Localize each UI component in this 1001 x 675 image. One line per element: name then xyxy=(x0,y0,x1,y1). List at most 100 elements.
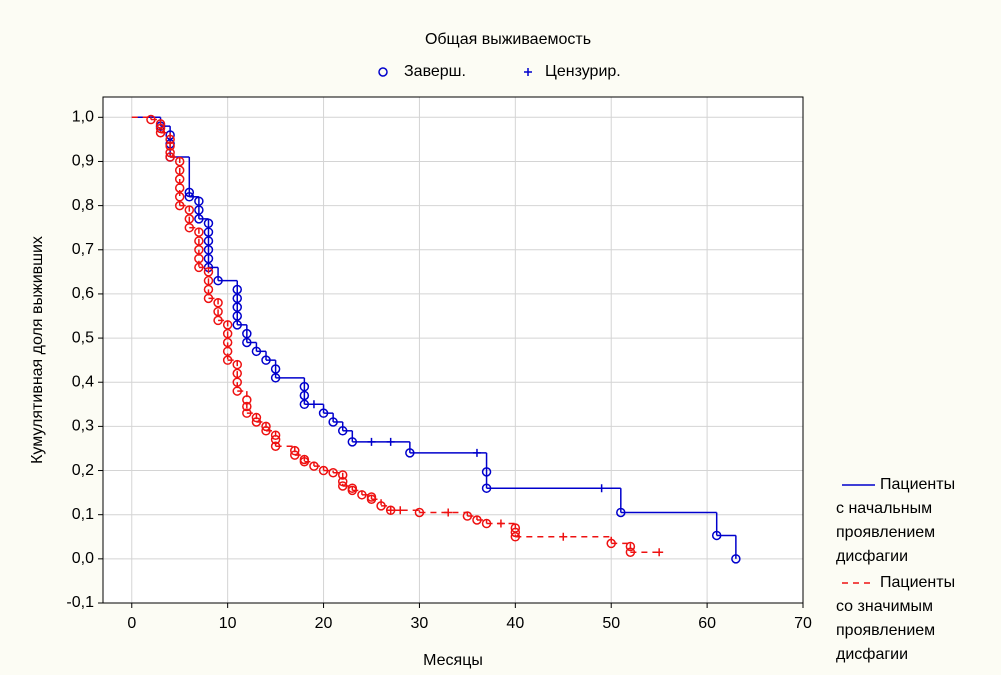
x-tick-label: 30 xyxy=(411,615,429,632)
completed-marker xyxy=(299,390,310,401)
completed-marker xyxy=(232,311,242,321)
completed-marker xyxy=(242,328,252,339)
y-tick-label: 0,2 xyxy=(72,462,94,479)
completed-marker xyxy=(174,192,185,202)
completed-marker xyxy=(194,227,204,237)
legend-label: Пациенты xyxy=(880,574,955,591)
plot-frame xyxy=(102,96,804,604)
completed-marker xyxy=(290,445,300,456)
completed-marker xyxy=(270,373,281,383)
y-tick-label: 0,5 xyxy=(72,329,94,346)
censored-marker xyxy=(386,437,395,446)
completed-marker xyxy=(194,214,204,224)
completed-marker xyxy=(203,236,214,246)
completed-marker xyxy=(270,441,281,452)
completed-marker xyxy=(318,465,329,476)
completed-marker xyxy=(184,192,195,202)
legend-label: с начальным xyxy=(836,500,932,517)
y-tick-label: 0,3 xyxy=(72,418,94,435)
completed-marker xyxy=(203,284,214,295)
completed-marker xyxy=(146,114,156,125)
completed-marker xyxy=(194,196,204,206)
completed-marker xyxy=(184,205,195,215)
completed-marker xyxy=(203,253,214,264)
completed-marker xyxy=(203,227,214,237)
x-tick-label: 0 xyxy=(127,615,136,632)
completed-marker xyxy=(213,298,223,308)
completed-marker xyxy=(347,485,358,496)
x-tick-label: 10 xyxy=(219,615,237,632)
completed-marker xyxy=(510,523,521,533)
completed-marker xyxy=(184,187,195,198)
completed-marker xyxy=(366,494,377,504)
completed-marker xyxy=(616,507,626,518)
censored-marker xyxy=(444,508,453,517)
completed-marker xyxy=(155,128,166,138)
y-tick-label: 0,7 xyxy=(72,241,94,258)
completed-marker xyxy=(357,490,367,500)
completed-marker xyxy=(222,337,233,348)
censored-marker xyxy=(597,484,606,493)
completed-marker xyxy=(213,306,223,317)
completed-marker xyxy=(261,426,271,436)
legend-completed-symbol xyxy=(378,67,388,77)
legend-label: со значимым xyxy=(836,598,933,615)
completed-marker xyxy=(481,483,492,493)
censored-marker xyxy=(309,400,318,409)
completed-marker xyxy=(711,530,722,541)
completed-marker xyxy=(318,408,329,418)
y-tick-label: 0,6 xyxy=(72,285,94,302)
completed-marker xyxy=(510,532,521,542)
completed-marker xyxy=(174,174,185,184)
censored-marker xyxy=(472,448,481,457)
completed-marker xyxy=(222,320,233,330)
completed-marker xyxy=(155,119,166,129)
censored-marker xyxy=(559,532,568,541)
completed-marker xyxy=(194,236,204,246)
completed-marker xyxy=(242,337,252,348)
legend-label: Пациенты xyxy=(880,476,955,493)
completed-marker xyxy=(337,476,348,487)
completed-marker xyxy=(251,417,262,427)
y-tick-label: 1,0 xyxy=(72,109,94,126)
completed-marker xyxy=(165,141,175,151)
x-axis-label: Месяцы xyxy=(423,652,483,669)
completed-marker xyxy=(270,434,281,445)
completed-marker xyxy=(165,152,175,162)
completed-marker xyxy=(251,412,262,423)
completed-marker xyxy=(347,437,358,447)
completed-marker xyxy=(232,386,242,396)
completed-marker xyxy=(242,408,252,418)
completed-marker xyxy=(232,377,242,387)
completed-marker xyxy=(472,515,482,525)
censored-marker xyxy=(655,548,664,557)
completed-marker xyxy=(184,222,195,233)
completed-marker xyxy=(232,293,242,304)
completed-marker xyxy=(251,346,262,357)
completed-marker xyxy=(299,381,310,392)
plot-area xyxy=(103,97,803,603)
censored-marker xyxy=(396,506,405,515)
y-tick-label: 0,0 xyxy=(72,550,94,567)
y-tick-label: 0,8 xyxy=(72,197,94,214)
completed-marker xyxy=(203,245,214,255)
censored-marker xyxy=(496,519,505,528)
legend-label: дисфагии xyxy=(836,548,908,565)
completed-marker xyxy=(222,328,233,339)
completed-marker xyxy=(203,275,214,286)
completed-marker xyxy=(242,401,252,412)
completed-marker xyxy=(222,346,233,357)
completed-marker xyxy=(165,147,175,158)
completed-marker xyxy=(174,156,185,167)
legend-completed: Заверш. xyxy=(404,63,466,80)
completed-marker xyxy=(155,123,166,134)
legend-censored: Цензурир. xyxy=(545,63,621,80)
completed-marker xyxy=(731,554,741,564)
legend-censored-symbol xyxy=(524,68,532,76)
completed-marker xyxy=(194,205,204,215)
legend-label: проявлением xyxy=(836,622,935,639)
completed-marker xyxy=(165,130,175,140)
completed-marker xyxy=(213,315,223,326)
censored-marker xyxy=(367,437,376,446)
